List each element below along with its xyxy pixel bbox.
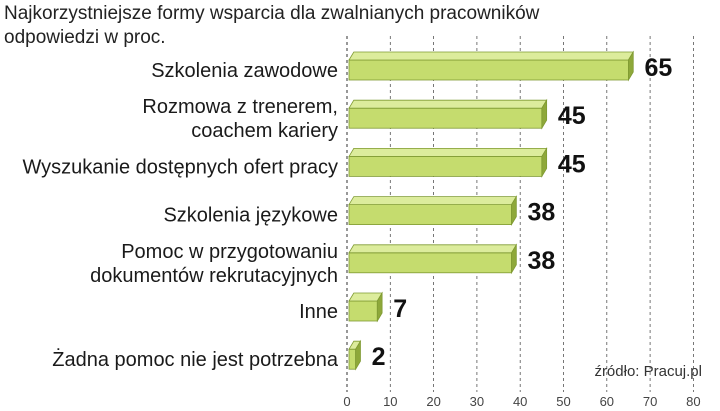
bar-front — [348, 348, 357, 370]
category-label: Żadna pomoc nie jest potrzebna — [52, 348, 339, 371]
category-label-line: Szkolenia zawodowe — [151, 60, 338, 82]
bar-top — [348, 51, 634, 61]
bar-front — [348, 59, 629, 81]
category-label: Szkolenia zawodowe — [151, 60, 338, 82]
chart-title: Najkorzystniejsze formy wsparcia dla zwa… — [4, 3, 540, 24]
value-label: 65 — [644, 54, 672, 82]
bar — [348, 195, 518, 227]
bar — [348, 243, 518, 275]
category-label-line: Szkolenia językowe — [163, 205, 338, 227]
bar-side — [541, 146, 548, 178]
category-label-line: Wyszukanie dostępnych ofert pracy — [22, 156, 338, 178]
category-label-line: Rozmowa z trenerem, — [142, 96, 338, 118]
category-label: Pomoc w przygotowaniu dokumentów rekrutac… — [90, 241, 338, 287]
bar-top — [348, 244, 518, 254]
category-labels: Szkolenia zawodowe Rozmowa z trenerem, coa… — [22, 60, 338, 371]
bar-side — [511, 243, 517, 275]
x-tick-label: 0 — [343, 394, 350, 409]
value-label: 45 — [558, 150, 586, 178]
x-tick-label: 80 — [686, 394, 700, 409]
bar-side — [628, 50, 634, 82]
category-label-line: coachem kariery — [191, 120, 338, 142]
bar-front — [348, 155, 543, 177]
bar-side — [511, 195, 517, 227]
bar-top — [348, 99, 548, 109]
bar — [348, 339, 362, 371]
bar-top — [348, 147, 548, 157]
bar — [348, 50, 634, 82]
bar-top — [348, 196, 518, 206]
category-label-line: Inne — [299, 301, 338, 323]
category-label-line: Pomoc w przygotowaniu — [121, 241, 338, 263]
bar-side — [541, 98, 548, 130]
category-label: Wyszukanie dostępnych ofert pracy — [22, 156, 338, 178]
bar-side — [376, 291, 383, 323]
chart-subtitle: odpowiedzi w proc. — [4, 27, 166, 48]
bar — [348, 146, 548, 178]
chart-title-block: Najkorzystniejsze formy wsparcia dla zwa… — [4, 2, 644, 50]
bar-front — [348, 204, 512, 226]
bar — [348, 98, 548, 130]
x-tick-label: 70 — [643, 394, 657, 409]
value-label: 45 — [558, 102, 586, 130]
bar-front — [348, 252, 512, 274]
x-axis-ticks: 0 10 20 30 40 50 60 70 80 — [343, 394, 700, 409]
category-label: Rozmowa z trenerem, coachem kariery — [142, 96, 338, 142]
x-tick-label: 10 — [383, 394, 397, 409]
bar-front — [348, 107, 543, 129]
category-label: Szkolenia językowe — [163, 205, 338, 227]
grid-lines — [346, 36, 694, 392]
source-note: źródło: Pracuj.pl — [594, 363, 702, 380]
value-label: 38 — [528, 247, 556, 275]
value-label: 7 — [393, 295, 407, 323]
category-label-line: dokumentów rekrutacyjnych — [90, 265, 338, 287]
category-label: Inne — [299, 301, 338, 323]
bar-side — [355, 339, 361, 371]
bars — [348, 50, 634, 371]
bar-front — [348, 300, 378, 322]
x-tick-label: 50 — [556, 394, 570, 409]
bar-top — [348, 292, 383, 302]
x-tick-label: 30 — [470, 394, 484, 409]
category-label-line: Żadna pomoc nie jest potrzebna — [52, 348, 339, 371]
x-tick-label: 20 — [426, 394, 440, 409]
value-label: 38 — [528, 199, 556, 227]
x-tick-label: 40 — [513, 394, 527, 409]
value-label: 2 — [372, 343, 386, 371]
bar — [348, 291, 383, 323]
x-tick-label: 60 — [600, 394, 614, 409]
